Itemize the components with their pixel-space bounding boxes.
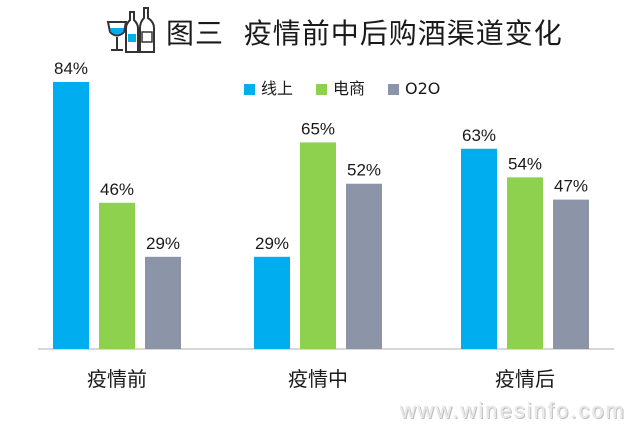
- bar-3-3: [553, 199, 589, 349]
- bar-1-1: [53, 82, 89, 349]
- legend-swatch: [388, 84, 399, 95]
- legend-label: 电商: [333, 79, 365, 98]
- bar-1-3: [145, 256, 181, 349]
- data-label: 52%: [347, 161, 381, 180]
- data-label: 29%: [255, 234, 289, 253]
- category-label: 疫情前: [87, 367, 147, 391]
- category-label: 疫情中: [288, 367, 348, 391]
- legend-swatch: [316, 84, 327, 95]
- watermark-text: www.winesinfo.com: [400, 398, 626, 423]
- data-label: 46%: [100, 180, 134, 199]
- data-label: 63%: [462, 126, 496, 145]
- bar-2-3: [346, 183, 382, 349]
- bar-1-2: [99, 202, 135, 349]
- bar-2-2: [300, 142, 336, 349]
- data-label: 84%: [54, 59, 88, 78]
- legend-label: O2O: [405, 79, 440, 98]
- data-label: 65%: [301, 119, 335, 138]
- bar-3-2: [507, 177, 543, 349]
- bar-2-1: [254, 256, 290, 349]
- wine-bottles-icon: [106, 7, 155, 53]
- data-label: 29%: [146, 234, 180, 253]
- chart-title-row: 图三 疫情前中后购酒渠道变化: [100, 6, 563, 58]
- bar-3-1: [461, 148, 497, 349]
- legend-label: 线上: [261, 79, 293, 98]
- data-label: 47%: [554, 177, 588, 196]
- legend-swatch: [244, 84, 255, 95]
- data-label: 54%: [508, 154, 542, 173]
- category-label: 疫情后: [495, 367, 555, 391]
- chart-title: 图三 疫情前中后购酒渠道变化: [166, 17, 563, 50]
